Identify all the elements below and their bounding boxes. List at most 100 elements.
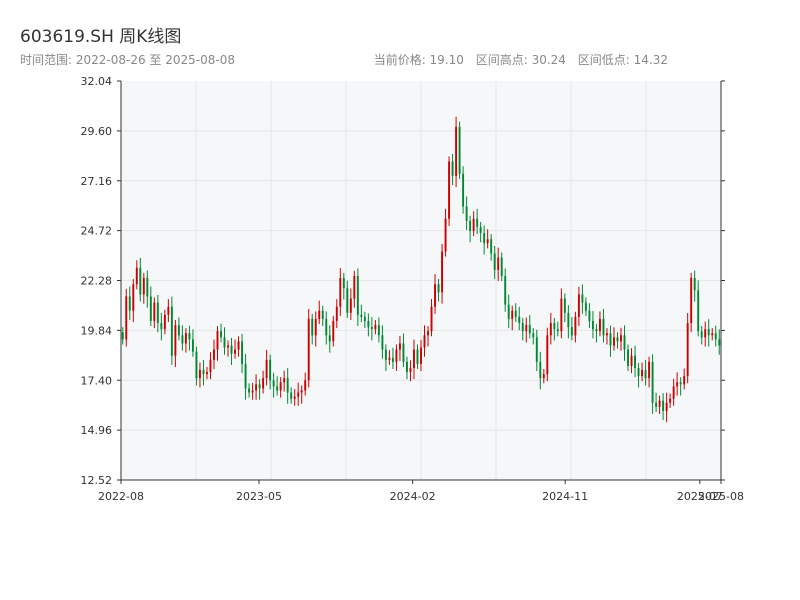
- candle-body: [546, 335, 549, 375]
- candle: [700, 326, 703, 345]
- candle-body: [672, 386, 675, 399]
- candle: [641, 362, 644, 382]
- candle: [602, 308, 605, 343]
- candle-body: [251, 390, 254, 393]
- candle: [455, 116, 458, 188]
- candle: [584, 297, 587, 316]
- candle-body: [121, 332, 124, 340]
- candle: [697, 280, 700, 337]
- candle-body: [227, 345, 229, 348]
- candle: [321, 305, 324, 327]
- candle: [514, 303, 517, 322]
- candle-body: [395, 349, 398, 362]
- candle: [651, 354, 654, 414]
- y-tick-label: 19.84: [81, 324, 113, 337]
- candle-body: [279, 382, 282, 391]
- candle-body: [332, 320, 335, 342]
- candle: [448, 156, 451, 226]
- candle: [293, 389, 296, 406]
- candle: [423, 325, 426, 357]
- candle-body: [220, 331, 222, 338]
- candle-body: [497, 257, 500, 270]
- candle-body: [339, 278, 342, 307]
- candle-body: [476, 218, 479, 227]
- candle: [655, 392, 658, 412]
- candle-body: [265, 359, 268, 379]
- candle: [539, 351, 542, 390]
- candle-body: [139, 267, 142, 295]
- candle: [244, 353, 247, 400]
- candle: [553, 317, 556, 341]
- candle-body: [651, 361, 654, 403]
- candle-body: [627, 349, 629, 366]
- candle: [156, 295, 159, 333]
- candle-body: [356, 276, 359, 315]
- candle: [391, 347, 394, 370]
- candle-body: [360, 314, 363, 317]
- candle: [500, 252, 503, 282]
- candle: [469, 215, 472, 243]
- candle: [658, 395, 661, 414]
- candle: [388, 350, 391, 365]
- candle-body: [704, 329, 707, 338]
- candle-body: [606, 333, 608, 336]
- candle-body: [553, 323, 556, 330]
- candle: [549, 313, 552, 345]
- candle: [507, 294, 510, 329]
- candle: [490, 234, 493, 261]
- candle: [662, 393, 665, 421]
- candle-body: [304, 380, 307, 391]
- candle: [269, 354, 272, 390]
- range-low: 区间低点: 14.32: [577, 53, 668, 67]
- candle-body: [335, 306, 338, 321]
- y-tick-label: 29.60: [81, 125, 113, 138]
- candle-body: [595, 329, 598, 332]
- candle: [227, 340, 229, 357]
- candle: [174, 319, 177, 367]
- candle: [595, 324, 598, 343]
- candle: [718, 329, 721, 355]
- candle: [360, 304, 363, 322]
- candle-body: [683, 376, 686, 385]
- candle: [483, 225, 486, 255]
- candle-body: [272, 380, 275, 387]
- candle: [676, 372, 679, 396]
- candle-body: [346, 288, 349, 313]
- candle: [398, 335, 401, 361]
- candle: [286, 368, 289, 404]
- candle-body: [665, 402, 668, 411]
- x-tick-label: 2022-08: [98, 490, 144, 503]
- candle: [339, 268, 342, 316]
- candle: [258, 379, 261, 400]
- candle-body: [388, 357, 391, 360]
- candle: [318, 300, 321, 325]
- candle: [279, 377, 282, 398]
- candle-body: [223, 337, 226, 348]
- candle-body: [430, 306, 433, 332]
- candle: [304, 372, 307, 396]
- candle: [163, 309, 166, 335]
- candle-body: [398, 343, 401, 350]
- candle: [637, 362, 640, 388]
- candle: [542, 369, 545, 384]
- candle-body: [353, 276, 356, 299]
- candle: [606, 328, 608, 345]
- candle: [616, 332, 619, 349]
- candle: [356, 268, 359, 327]
- candle: [146, 270, 149, 308]
- candle-body: [504, 276, 507, 305]
- candle-body: [655, 402, 658, 407]
- chart-title: 603619.SH 周K线图: [20, 27, 182, 47]
- candle-body: [216, 331, 219, 350]
- candle-body: [300, 390, 303, 393]
- candle: [160, 313, 163, 341]
- candle: [567, 305, 570, 339]
- candle: [465, 196, 468, 231]
- candle-body: [648, 361, 651, 379]
- candle: [609, 325, 612, 357]
- candle: [525, 317, 528, 343]
- candle-body: [483, 233, 486, 244]
- candle-body: [718, 339, 721, 346]
- candle: [532, 328, 535, 345]
- candle-body: [528, 325, 531, 334]
